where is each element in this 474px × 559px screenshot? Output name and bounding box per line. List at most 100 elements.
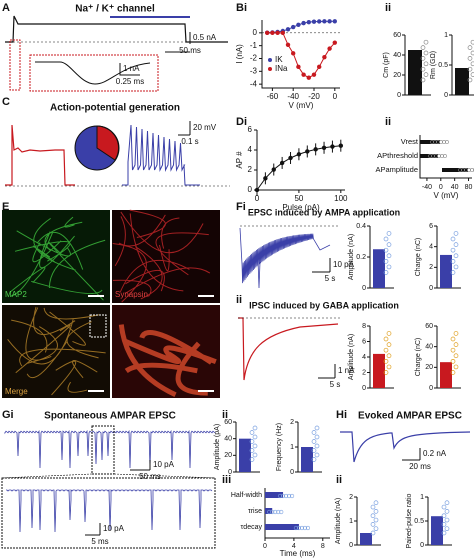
cell-dot — [450, 370, 456, 375]
cell-dot — [453, 242, 459, 247]
point — [296, 22, 301, 27]
cell-dot — [289, 493, 295, 499]
cell-dot — [473, 168, 474, 172]
cell-dot — [370, 513, 376, 519]
trace — [4, 429, 216, 469]
legend-marker — [268, 67, 272, 71]
cell-dot — [270, 509, 275, 515]
hbar — [420, 154, 438, 158]
scale-label: 5 s — [325, 274, 336, 283]
cell-dot — [441, 504, 447, 510]
trace — [238, 317, 339, 381]
cell-dot — [423, 72, 429, 77]
panel-title: Na⁺ / K⁺ channel — [75, 4, 155, 15]
row-label: τdecay — [241, 524, 263, 531]
scale-label: 1 nA — [123, 64, 140, 73]
cell-dot — [386, 231, 392, 236]
y-tick-label: -1 — [250, 41, 258, 50]
zoom-box — [1, 477, 216, 549]
panel-label: A — [2, 2, 10, 14]
y-tick-label: 1 — [420, 494, 424, 501]
point — [291, 51, 296, 56]
y-tick-label: 0 — [228, 469, 232, 476]
cell-dot — [314, 425, 320, 431]
cell-dot — [450, 270, 456, 275]
point — [285, 42, 291, 47]
cell-dot — [444, 500, 450, 506]
cell-dot — [450, 336, 456, 342]
point — [317, 64, 322, 70]
point — [280, 30, 285, 36]
cell-dot — [383, 347, 389, 353]
legend-entry: INa — [275, 64, 288, 73]
cell-dot — [277, 493, 283, 499]
inset-trace — [35, 61, 151, 85]
row-label: τrise — [248, 508, 262, 515]
cell-dot — [383, 336, 389, 342]
cell-dot — [423, 50, 429, 56]
y-tick-label: 20 — [224, 452, 232, 459]
y-tick-label: 0 — [444, 92, 448, 99]
cell-dot — [444, 526, 450, 532]
x-tick-label: 8 — [321, 543, 325, 550]
x-tick-label: -20 — [308, 92, 320, 101]
y-tick-label: 2 — [248, 165, 253, 174]
cell-dot — [370, 530, 376, 536]
axis-label: Amplitude (pA) — [214, 424, 221, 470]
axis-label: AP # — [235, 151, 244, 169]
y-tick-label: -2 — [250, 54, 258, 63]
y-tick-label: 0 — [349, 542, 353, 549]
y-tick-label: 4 — [429, 244, 433, 251]
cell-dot — [302, 525, 308, 531]
scale-label: 0.5 nA — [193, 33, 217, 42]
cell-dot — [386, 353, 392, 359]
cell-dot — [293, 525, 299, 531]
point — [285, 27, 291, 32]
y-tick-label: 60 — [224, 419, 232, 426]
panel-label: Hi — [336, 409, 347, 421]
cell-dot — [383, 258, 389, 264]
panel-label: ii — [385, 116, 391, 128]
row-label: Half-width — [231, 492, 262, 499]
panel-label: iii — [222, 474, 231, 486]
scale-label: 0.2 nA — [423, 449, 447, 458]
y-tick-label: 0.5 — [414, 518, 424, 525]
axis — [261, 20, 340, 89]
cell-dot — [467, 45, 473, 50]
trace — [239, 227, 331, 284]
legend-marker — [268, 58, 272, 62]
cell-dot — [423, 39, 429, 45]
point — [330, 144, 335, 149]
x-tick-label: 100 — [334, 194, 348, 203]
cell-dot — [420, 66, 426, 72]
cell-dot — [249, 448, 255, 453]
axis-label: Rm (GΩ) — [430, 51, 437, 79]
cell-dot — [470, 39, 474, 45]
y-tick-label: 60 — [425, 323, 433, 330]
trace — [340, 431, 471, 463]
point — [322, 19, 327, 24]
y-tick-label: -4 — [250, 79, 258, 88]
scale-label: 5 ms — [91, 537, 108, 546]
bar — [455, 68, 469, 95]
cell-dot — [470, 61, 474, 67]
y-tick-label: 2 — [362, 369, 366, 376]
y-tick-label: 2 — [429, 264, 433, 271]
scale-label: 10 pA — [103, 524, 125, 533]
y-tick-label: 0 — [362, 385, 366, 392]
x-tick-label: -40 — [422, 184, 432, 191]
cell-dot — [311, 457, 317, 462]
cell-dot — [280, 493, 286, 499]
cell-dot — [305, 525, 311, 531]
cell-dot — [467, 66, 473, 72]
y-tick-label: 1 — [349, 518, 353, 525]
panel-label: ii — [236, 294, 242, 306]
panel-label: Gi — [2, 409, 14, 421]
point — [321, 145, 327, 150]
zoom-box — [89, 314, 107, 338]
spike — [257, 259, 261, 289]
cell-dot — [386, 342, 392, 347]
trace — [122, 124, 200, 186]
cell-dot — [383, 370, 389, 375]
cell-dot — [470, 72, 474, 77]
